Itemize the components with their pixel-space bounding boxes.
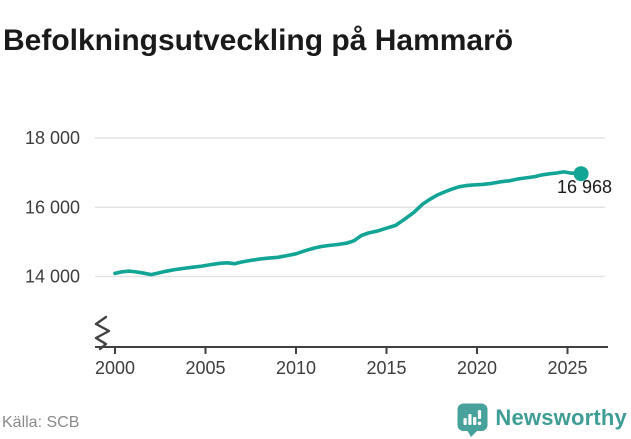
axis-break-icon [94, 315, 111, 351]
end-point-marker [573, 166, 589, 182]
data-line [113, 170, 583, 277]
x-axis-labels: 2000 2005 2010 2015 2020 2025 [95, 358, 588, 378]
x-axis-ticks [114, 347, 569, 354]
latest-value-dot [573, 166, 589, 182]
page-title: Befolkningsutveckling på Hammarö [3, 24, 514, 58]
population-series-line [113, 170, 583, 277]
x-tick-label: 2020 [457, 358, 497, 378]
x-tick-label: 2000 [95, 358, 135, 378]
source-credit: Källa: SCB [2, 414, 80, 431]
x-tick-label: 2015 [366, 358, 406, 378]
latest-value-label: 16 968 [557, 177, 612, 197]
gridlines [95, 137, 605, 278]
y-tick-label: 18 000 [25, 128, 80, 148]
newsworthy-bubble-barchart-icon [457, 403, 488, 437]
y-tick-label: 14 000 [25, 267, 80, 287]
newsworthy-logo: Newsworthy [457, 403, 627, 437]
end-point-label: 16 968 [557, 177, 612, 197]
axis-break-zigzag [94, 315, 111, 351]
newsworthy-wordmark: Newsworthy [495, 405, 627, 430]
y-axis-labels: 14 000 16 000 18 000 [25, 128, 80, 287]
x-tick-label: 2005 [185, 358, 225, 378]
x-tick-label: 2010 [276, 358, 316, 378]
x-tick-label: 2025 [547, 358, 587, 378]
y-tick-label: 16 000 [25, 197, 80, 217]
